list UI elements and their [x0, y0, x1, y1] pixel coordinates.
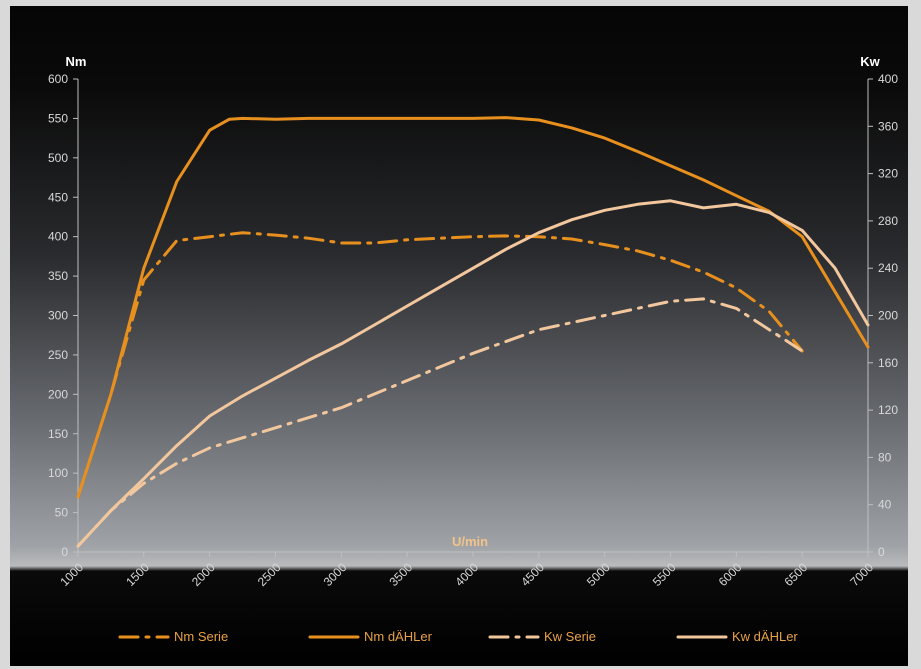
x-tick-label: 1500: [123, 560, 152, 589]
series-line-kw-serie: [76, 297, 804, 548]
x-tick-label: 3000: [321, 560, 350, 589]
y-right-tick-label: 320: [878, 167, 898, 181]
x-tick-label: 5500: [650, 560, 679, 589]
legend-label: Kw Serie: [544, 629, 596, 644]
legend-label: Nm Serie: [174, 629, 228, 644]
y-left-tick-label: 250: [48, 348, 68, 362]
y-right-tick-label: 240: [878, 261, 898, 275]
y-right-axis-title: Kw: [860, 54, 880, 69]
y-left-tick-label: 500: [48, 151, 68, 165]
y-left-tick-label: 200: [48, 387, 68, 401]
y-right-tick-label: 200: [878, 309, 898, 323]
y-right-tick-label: 400: [878, 72, 898, 86]
y-right-tick-label: 120: [878, 403, 898, 417]
y-right-tick-label: 160: [878, 356, 898, 370]
series-line-nm-serie: [76, 231, 804, 499]
x-tick-label: 2000: [189, 560, 218, 589]
chart-panel: 0 50 100 150 200 250 300 350 400 450 500 550 600 0 40 8…: [10, 6, 908, 666]
y-left-tick-label: 0: [61, 545, 68, 559]
legend-label: Kw dÄHLer: [732, 629, 798, 644]
y-left-tick-label: 50: [55, 506, 69, 520]
x-tick-label: 7000: [847, 560, 876, 589]
y-left-axis-title: Nm: [66, 54, 87, 69]
series-line-kw-d-hler: [76, 199, 870, 548]
y-left-tick-label: 400: [48, 230, 68, 244]
x-tick-label: 4500: [518, 560, 547, 589]
x-tick-label: 6000: [716, 560, 745, 589]
y-left-tick-label: 150: [48, 427, 68, 441]
series-line-nm-d-hler: [76, 116, 870, 499]
x-tick-label: 3500: [387, 560, 416, 589]
x-tick-label: 6500: [782, 560, 811, 589]
y-left-tick-label: 100: [48, 466, 68, 480]
x-tick-label: 1000: [57, 560, 86, 589]
y-left-tick-label: 600: [48, 72, 68, 86]
x-axis-title: U/min: [452, 534, 488, 549]
y-right-tick-label: 280: [878, 214, 898, 228]
y-left-tick-label: 350: [48, 269, 68, 283]
y-left-tick-label: 300: [48, 309, 68, 323]
legend-label: Nm dÄHLer: [364, 629, 433, 644]
y-right-tick-label: 80: [878, 450, 892, 464]
x-tick-label: 5000: [584, 560, 613, 589]
x-tick-label: 2500: [255, 560, 284, 589]
y-right-tick-label: 360: [878, 119, 898, 133]
x-tick-label: 4000: [452, 560, 481, 589]
y-right-tick-label: 40: [878, 498, 892, 512]
y-right-tick-label: 0: [878, 545, 885, 559]
y-left-tick-label: 450: [48, 190, 68, 204]
torque-power-chart: 0501001502002503003504004505005506000408…: [48, 54, 898, 644]
y-left-tick-label: 550: [48, 111, 68, 125]
